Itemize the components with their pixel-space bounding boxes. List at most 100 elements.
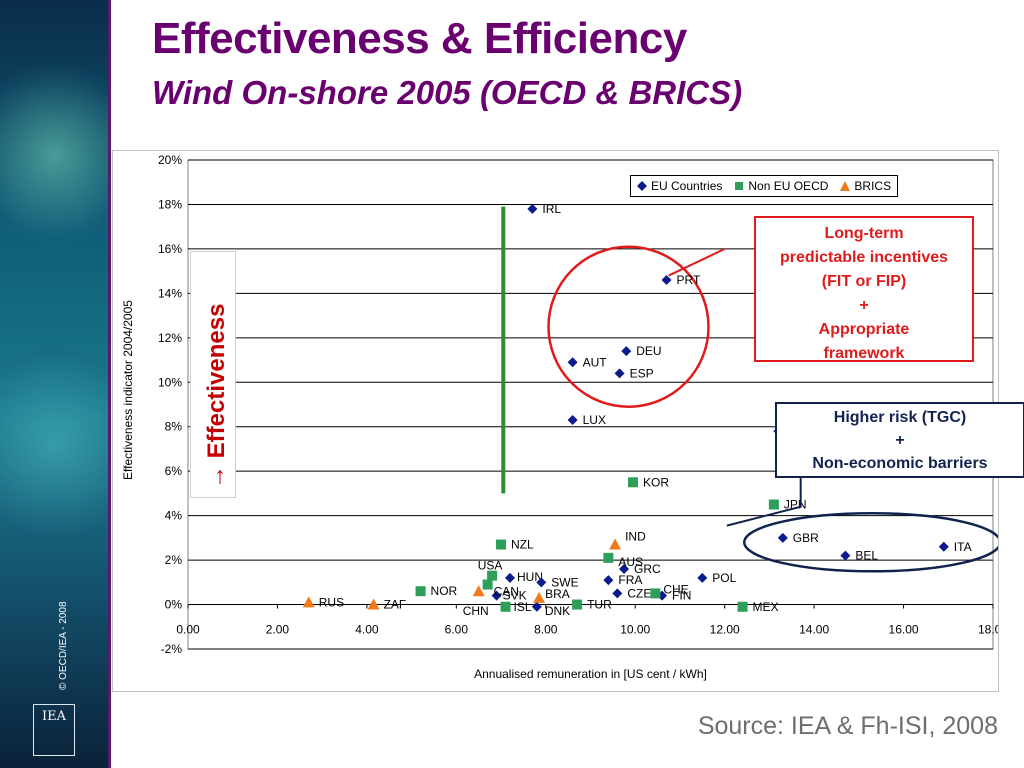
x-tick-label: 4.00 bbox=[355, 623, 379, 637]
point-label-nor: NOR bbox=[431, 584, 458, 598]
chart-container: -2% 0% 2% 4% 6% 8% 10% 12% 14% 16% 18% 20% 0.00 2.00 4… bbox=[112, 150, 1024, 692]
legend-label-eu: EU Countries bbox=[651, 179, 723, 193]
x-axis-title: Annualised remuneration in [US cent / kW… bbox=[474, 667, 707, 681]
marker-swe bbox=[536, 577, 547, 588]
y-tick-label: 18% bbox=[158, 197, 182, 211]
y-tick-label: 8% bbox=[165, 420, 183, 434]
marker-aut bbox=[567, 357, 578, 368]
point-label-fin: FIN bbox=[672, 589, 691, 603]
highlight-circle-red bbox=[547, 245, 710, 408]
point-label-irl: IRL bbox=[542, 202, 561, 216]
marker-svk bbox=[491, 590, 502, 601]
point-label-can: CAN bbox=[494, 585, 519, 599]
marker-lux bbox=[567, 415, 578, 426]
point-label-che: CHE bbox=[663, 582, 688, 596]
point-label-nzl: NZL bbox=[511, 538, 534, 552]
legend-label-non-eu: Non EU OECD bbox=[748, 179, 829, 193]
chart-legend: EU Countries Non EU OECD BRICS bbox=[630, 175, 899, 197]
effectiveness-label-box bbox=[190, 251, 236, 498]
x-tick-label: 18.00 bbox=[978, 623, 998, 637]
point-label-svk: SVK bbox=[503, 589, 527, 603]
slide-title: Effectiveness & Efficiency bbox=[152, 14, 687, 63]
point-label-bel: BEL bbox=[855, 549, 878, 563]
callout-line: Non-economic barriers bbox=[812, 455, 988, 472]
marker-mex bbox=[737, 601, 748, 612]
source-note: Source: IEA & Fh-ISI, 2008 bbox=[697, 712, 998, 740]
x-tick-label: 16.00 bbox=[889, 623, 919, 637]
point-label-ind: IND bbox=[625, 530, 646, 544]
marker-chn bbox=[472, 585, 485, 597]
square-marker-icon bbox=[735, 182, 744, 190]
x-tick-label: 0.00 bbox=[176, 623, 200, 637]
x-tick-label: 10.00 bbox=[620, 623, 650, 637]
y-axis-title: Effectiveness indicator 2004/2005 bbox=[121, 300, 135, 480]
marker-irl bbox=[527, 203, 538, 214]
callout-line: Higher risk (TGC) bbox=[833, 409, 967, 426]
y-tick-label: 16% bbox=[158, 242, 182, 256]
point-label-aut: AUT bbox=[583, 355, 608, 369]
point-label-dnk: DNK bbox=[545, 604, 570, 618]
point-label-mex: MEX bbox=[753, 600, 779, 614]
marker-usa bbox=[487, 570, 498, 581]
point-label-pol: POL bbox=[712, 571, 736, 585]
point-label-cze: CZE bbox=[627, 586, 651, 600]
point-label-chn: CHN bbox=[463, 604, 489, 618]
logo-text: IEA bbox=[41, 709, 66, 724]
callout-line: predictable incentives bbox=[779, 249, 949, 266]
y-tick-label: 14% bbox=[158, 286, 182, 300]
marker-fra bbox=[603, 575, 614, 586]
legend-item-eu: EU Countries bbox=[637, 179, 722, 193]
callout-fit-fip: Long-term predictable incentives (FIT or… bbox=[754, 216, 974, 362]
point-label-kor: KOR bbox=[643, 475, 669, 489]
marker-ind bbox=[609, 538, 622, 550]
marker-che bbox=[650, 588, 661, 599]
x-tick-label: 2.00 bbox=[266, 623, 290, 637]
marker-nzl bbox=[496, 539, 507, 550]
y-tick-label: 20% bbox=[158, 153, 182, 167]
marker-gbr bbox=[777, 532, 788, 543]
point-label-fra: FRA bbox=[618, 573, 642, 587]
point-label-rus: RUS bbox=[319, 595, 344, 609]
effectiveness-arrow-label: → Effectiveness bbox=[203, 303, 230, 489]
y-tick-label: 2% bbox=[165, 553, 183, 567]
highlight-ellipse-blue bbox=[743, 512, 998, 573]
x-tick-label: 8.00 bbox=[534, 623, 558, 637]
legend-label-brics: BRICS bbox=[854, 179, 892, 193]
marker-can bbox=[482, 579, 493, 590]
marker-grc bbox=[619, 563, 630, 574]
point-label-aus: AUS bbox=[618, 555, 643, 569]
marker-pol bbox=[697, 572, 708, 583]
sidebar-divider bbox=[108, 0, 111, 768]
point-label-swe: SWE bbox=[551, 575, 578, 589]
x-tick-label: 12.00 bbox=[710, 623, 740, 637]
y-tick-label: 0% bbox=[165, 598, 183, 612]
point-label-zaf: ZAF bbox=[384, 598, 407, 612]
slide-subtitle: Wind On-shore 2005 (OECD & BRICS) bbox=[152, 74, 743, 111]
x-tick-label: 6.00 bbox=[445, 623, 469, 637]
point-label-usa: USA bbox=[478, 559, 503, 573]
point-label-esp: ESP bbox=[630, 366, 654, 380]
marker-ita bbox=[938, 541, 949, 552]
decorative-sidebar: © OECD/IEA - 2008 IEA bbox=[0, 0, 108, 768]
marker-jpn bbox=[768, 499, 779, 510]
point-label-isl: ISL bbox=[514, 600, 532, 614]
callout-line: + bbox=[859, 297, 869, 314]
point-label-gbr: GBR bbox=[793, 531, 819, 545]
point-label-tur: TUR bbox=[587, 598, 612, 612]
marker-isl bbox=[500, 601, 511, 612]
legend-item-non-eu: Non EU OECD bbox=[734, 179, 828, 193]
callout-connector-red bbox=[668, 248, 726, 277]
marker-zaf bbox=[367, 598, 380, 610]
callout-line: Appropriate bbox=[818, 321, 910, 338]
x-tick-label: 14.00 bbox=[799, 623, 829, 637]
marker-kor bbox=[627, 477, 638, 488]
triangle-marker-icon bbox=[840, 181, 851, 191]
marker-tur bbox=[572, 599, 583, 610]
sidebar-glow-bottom bbox=[0, 330, 108, 560]
point-label-hun: HUN bbox=[517, 570, 543, 584]
y-tick-label: 6% bbox=[165, 464, 183, 478]
marker-bel bbox=[840, 550, 851, 561]
sidebar-glow-top bbox=[0, 60, 108, 250]
callout-line: + bbox=[895, 432, 905, 449]
marker-rus bbox=[302, 596, 315, 608]
